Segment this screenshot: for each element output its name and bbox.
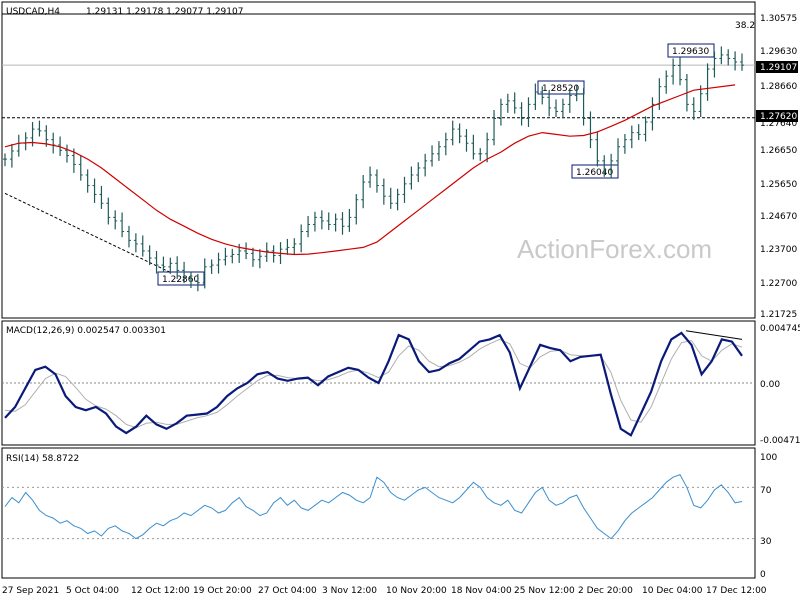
price-plot — [2, 13, 755, 292]
watermark: ActionForex.com — [517, 234, 712, 264]
time-tick: 3 Nov 12:00 — [322, 586, 377, 596]
price-tick: 1.25650 — [760, 180, 797, 190]
low-annotation: 1.22860 — [157, 271, 205, 286]
time-tick: 2 Dec 20:00 — [578, 586, 633, 596]
svg-text:1.26040: 1.26040 — [576, 168, 613, 178]
price-tick: 1.26650 — [760, 146, 797, 156]
macd-plot — [2, 330, 755, 437]
price-tick: 1.27640 — [760, 119, 797, 129]
rsi-line — [4, 473, 743, 540]
moving-average-line — [4, 84, 736, 256]
svg-text:1.29630: 1.29630 — [672, 47, 709, 57]
price-tick: 1.29630 — [760, 47, 797, 57]
time-tick: 12 Oct 12:00 — [131, 586, 190, 596]
rsi-tick: 70 — [760, 486, 772, 496]
time-tick: 10 Dec 04:00 — [642, 586, 703, 596]
chart-header-ohlc: 1.29131 1.29178 1.29077 1.29107 — [86, 7, 243, 17]
svg-text:1.22860: 1.22860 — [162, 275, 199, 285]
macd-y-axis: 0.004745 0.00 -0.004712 — [760, 324, 800, 446]
time-x-axis: 27 Sep 2021 5 Oct 04:00 12 Oct 12:00 19 … — [2, 586, 767, 596]
macd-line — [4, 331, 743, 437]
time-tick: 17 Dec 12:00 — [706, 586, 767, 596]
svg-text:1.27620: 1.27620 — [760, 112, 797, 122]
rsi-tick: 0 — [760, 570, 766, 580]
price-tick: 1.22700 — [760, 279, 797, 289]
price-tick: 1.23700 — [760, 245, 797, 255]
current-price-label: 1.29107 — [756, 61, 798, 73]
swing-low-annotation: 1.26040 — [571, 164, 619, 179]
price-tick: 1.28660 — [760, 82, 797, 92]
rsi-tick: 30 — [760, 537, 772, 547]
rsi-y-axis: 100 70 30 0 — [760, 453, 777, 580]
macd-title: MACD(12,26,9) 0.002547 0.003301 — [6, 326, 166, 336]
price-tick: 1.24670 — [760, 212, 797, 222]
macd-signal-line — [4, 338, 743, 429]
rsi-plot — [2, 473, 755, 540]
svg-text:1.28520: 1.28520 — [542, 84, 579, 94]
time-tick: 27 Sep 2021 — [2, 586, 59, 596]
fib-level-label: 38.2 — [735, 21, 755, 31]
high-annotation: 1.29630 — [667, 43, 715, 58]
trend-line — [4, 192, 173, 274]
price-tick: 1.30575 — [760, 14, 797, 24]
svg-text:1.29107: 1.29107 — [760, 63, 797, 73]
time-tick: 5 Oct 04:00 — [66, 586, 119, 596]
rsi-title: RSI(14) 58.8722 — [6, 454, 79, 464]
macd-tick: 0.00 — [760, 380, 780, 390]
macd-divergence-line — [685, 330, 743, 340]
price-tick: 1.21725 — [760, 310, 797, 320]
time-tick: 25 Nov 12:00 — [514, 586, 575, 596]
level-price-label: 1.27620 — [756, 110, 798, 122]
macd-tick: 0.004745 — [760, 324, 800, 334]
price-panel-frame — [1, 1, 756, 319]
chart-header-symbol: USDCAD,H4 — [6, 7, 60, 17]
rsi-tick: 100 — [760, 453, 777, 463]
time-tick: 18 Nov 04:00 — [451, 586, 512, 596]
time-tick: 10 Nov 20:00 — [386, 586, 447, 596]
rsi-panel-frame — [1, 447, 756, 579]
macd-tick: -0.004712 — [760, 436, 800, 446]
time-tick: 27 Oct 04:00 — [258, 586, 317, 596]
price-y-axis: 1.30575 1.29630 1.28660 1.27640 1.26650 … — [760, 14, 797, 320]
time-tick: 19 Oct 20:00 — [193, 586, 252, 596]
